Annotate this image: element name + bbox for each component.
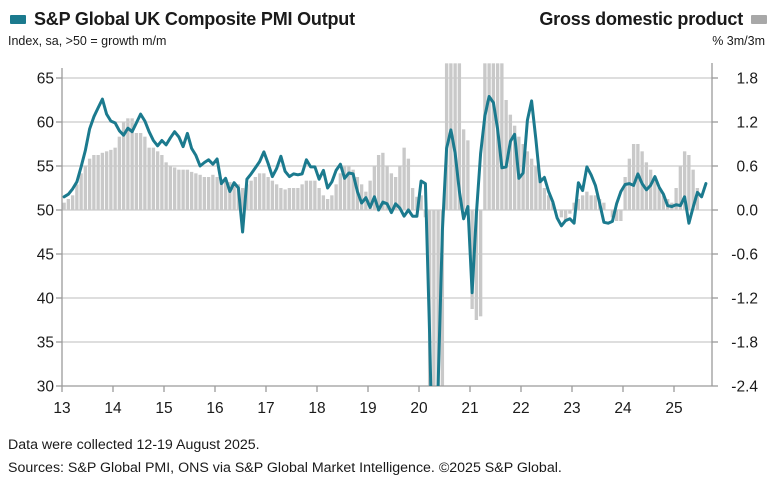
svg-text:0.6: 0.6 — [736, 159, 758, 176]
left-axis-units: Index, sa, >50 = growth m/m — [8, 34, 167, 48]
sources-note: Sources: S&P Global PMI, ONS via S&P Glo… — [8, 460, 562, 476]
gdp-bars — [62, 63, 700, 386]
svg-text:-2.4: -2.4 — [731, 379, 758, 396]
collection-note: Data were collected 12-19 August 2025. — [8, 437, 260, 453]
gdp-legend-swatch-icon — [751, 14, 767, 24]
svg-text:-1.8: -1.8 — [731, 335, 758, 352]
svg-text:-0.6: -0.6 — [731, 247, 758, 264]
svg-text:50: 50 — [37, 203, 55, 220]
svg-text:21: 21 — [461, 400, 478, 417]
svg-text:0.0: 0.0 — [736, 203, 758, 220]
gdp-series-title: Gross domestic product — [539, 8, 743, 29]
left-axis-labels: 65 60 55 50 45 40 35 30 — [37, 71, 55, 396]
svg-text:60: 60 — [37, 115, 55, 132]
svg-text:14: 14 — [104, 400, 122, 417]
legend-gdp: Gross domestic product — [539, 9, 767, 30]
svg-text:16: 16 — [206, 400, 223, 417]
axes — [56, 63, 718, 392]
svg-text:13: 13 — [53, 400, 70, 417]
chart-legend: S&P Global UK Composite PMI Output Gross… — [10, 6, 767, 32]
svg-text:65: 65 — [37, 71, 54, 88]
x-axis-labels: 13 14 15 16 17 18 19 20 21 22 23 24 25 — [53, 400, 682, 417]
svg-text:22: 22 — [512, 400, 529, 417]
svg-text:20: 20 — [410, 400, 428, 417]
right-axis-units: % 3m/3m — [712, 34, 765, 48]
svg-text:45: 45 — [37, 247, 54, 264]
svg-text:1.2: 1.2 — [736, 115, 758, 132]
svg-text:19: 19 — [359, 400, 376, 417]
svg-text:17: 17 — [257, 400, 274, 417]
svg-text:18: 18 — [308, 400, 325, 417]
svg-text:25: 25 — [665, 400, 682, 417]
pmi-legend-swatch-icon — [10, 14, 26, 24]
pmi-line — [62, 95, 708, 386]
pmi-series-title: S&P Global UK Composite PMI Output — [34, 8, 355, 29]
svg-text:1.8: 1.8 — [736, 71, 758, 88]
legend-pmi: S&P Global UK Composite PMI Output — [10, 9, 355, 30]
axis-units-row: Index, sa, >50 = growth m/m % 3m/3m — [8, 34, 765, 48]
svg-text:-1.2: -1.2 — [731, 291, 758, 308]
svg-text:30: 30 — [37, 379, 55, 396]
svg-text:40: 40 — [37, 291, 55, 308]
svg-text:24: 24 — [614, 400, 632, 417]
svg-text:55: 55 — [37, 159, 54, 176]
svg-text:35: 35 — [37, 335, 54, 352]
svg-text:23: 23 — [563, 400, 580, 417]
svg-text:15: 15 — [155, 400, 172, 417]
right-axis-labels: 1.8 1.2 0.6 0.0 -0.6 -1.2 -1.8 -2.4 — [731, 71, 758, 396]
